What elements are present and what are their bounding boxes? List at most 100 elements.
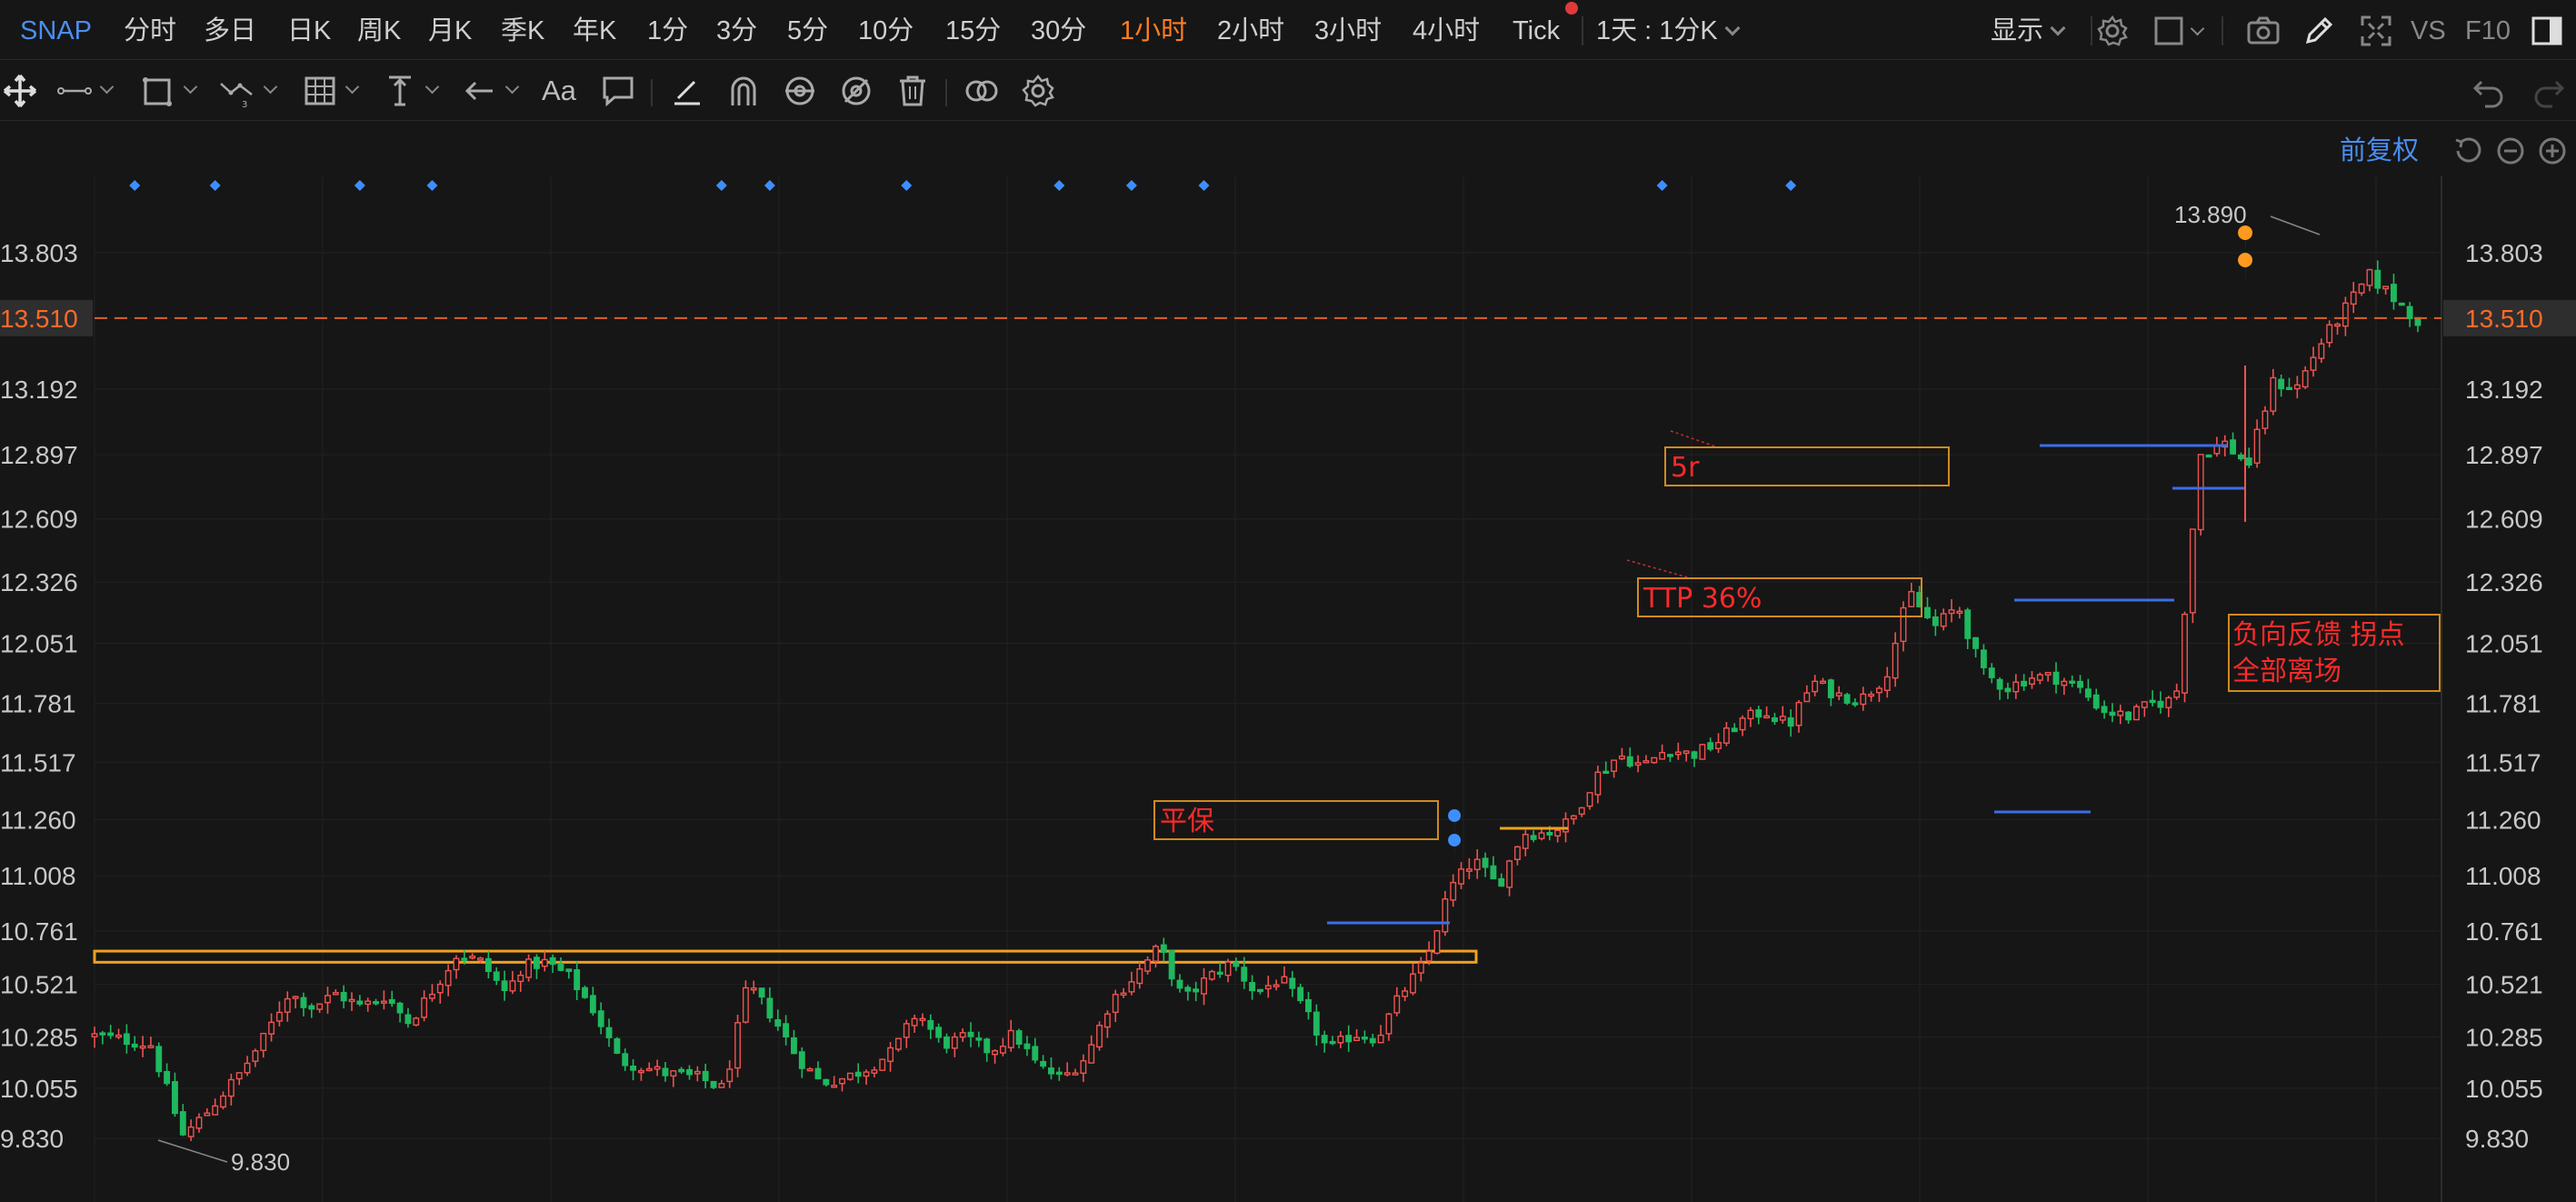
chevron-down-icon[interactable]: [99, 79, 115, 95]
zoom-out-icon[interactable]: [2494, 135, 2527, 167]
camera-icon[interactable]: [2245, 13, 2281, 49]
candle-body: [1136, 967, 1143, 985]
tab-timeframe-3min[interactable]: 3分: [716, 16, 758, 45]
y-tick-label-right: 10.285: [2465, 1023, 2543, 1051]
candle-body: [694, 1070, 701, 1075]
candle-body: [1482, 857, 1489, 868]
candle-body: [1048, 1067, 1054, 1075]
tab-timeframe-5min[interactable]: 5分: [787, 16, 829, 45]
price-adjust-toggle[interactable]: 前复权: [2340, 136, 2420, 165]
gear-icon[interactable]: [1020, 73, 1056, 109]
tab-timeframe-day[interactable]: 日K: [287, 16, 332, 45]
signal-pin-icon: [1448, 834, 1462, 865]
arrow-left-icon[interactable]: [462, 73, 498, 109]
candle-body: [2052, 671, 2060, 686]
candle-body: [2012, 681, 2020, 693]
tab-timeframe-quarter[interactable]: 季K: [501, 16, 545, 45]
candle-body: [1772, 716, 1778, 723]
candle-body: [1787, 716, 1794, 727]
display-dropdown[interactable]: 显示: [1991, 11, 2066, 51]
y-tick-label-right: 12.897: [2465, 441, 2543, 469]
chevron-down-icon[interactable]: [424, 79, 440, 95]
tab-timeframe-2hour[interactable]: 2小时: [1217, 16, 1285, 45]
candle-body: [275, 1011, 283, 1022]
candle-body: [2391, 284, 2397, 303]
vs-compare-button[interactable]: VS: [2411, 16, 2446, 45]
svg-text:3: 3: [242, 100, 247, 109]
redo-icon[interactable]: [2531, 73, 2567, 109]
rectangle-tool-icon[interactable]: [140, 73, 176, 109]
chevron-down-icon[interactable]: [183, 79, 198, 95]
vertical-align-icon[interactable]: [382, 73, 418, 109]
range-select-dropdown[interactable]: 1天 : 1分K: [1596, 11, 1741, 51]
chevron-down-icon[interactable]: [2190, 21, 2205, 36]
trend-line-icon[interactable]: 3: [218, 73, 255, 110]
candle-body: [839, 1077, 845, 1085]
tab-timeframe-1hour[interactable]: 1小时: [1120, 16, 1188, 45]
candle-body: [1626, 756, 1633, 767]
tab-timeframe-3hour[interactable]: 3小时: [1314, 16, 1383, 45]
zoom-in-icon[interactable]: [2536, 135, 2569, 167]
candle-body: [783, 1023, 790, 1038]
candle-body: [2326, 324, 2333, 344]
candle-body: [742, 987, 749, 1023]
candle-body: [1674, 751, 1682, 756]
trash-icon[interactable]: [894, 73, 931, 109]
candle-body: [766, 997, 774, 1019]
chart-canvas[interactable]: 13.803 13.510 13.192 12.897 12.609 12.326 12.0…: [0, 122, 2576, 1202]
link-icon[interactable]: [964, 73, 1000, 109]
candle-body: [549, 957, 556, 966]
fullscreen-icon[interactable]: [2358, 13, 2394, 49]
f10-button[interactable]: F10: [2465, 16, 2511, 45]
grid-icon[interactable]: [302, 73, 338, 109]
tab-timeframe-intraday[interactable]: 分时: [124, 16, 177, 45]
candle-body: [630, 1065, 637, 1071]
candle-body: [1642, 760, 1650, 764]
y-tick-label-left: 12.897: [0, 441, 78, 469]
candle-body: [1996, 678, 2003, 690]
tab-timeframe-year[interactable]: 年K: [573, 16, 617, 45]
candle-body: [1305, 998, 1312, 1013]
tab-timeframe-multiday[interactable]: 多日: [204, 16, 257, 45]
symbol-label[interactable]: SNAP: [20, 16, 92, 45]
chevron-down-icon[interactable]: [504, 79, 520, 95]
undo-icon[interactable]: [2471, 73, 2507, 109]
text-tool-icon[interactable]: Aa: [542, 75, 576, 106]
chevron-down-icon[interactable]: [263, 79, 278, 95]
reset-icon[interactable]: [2452, 135, 2485, 167]
candle-body: [1168, 950, 1175, 980]
tab-timeframe-30min[interactable]: 30分: [1031, 16, 1087, 45]
magnet-icon[interactable]: [725, 73, 762, 109]
candle-body: [1578, 806, 1585, 816]
candle-body: [1176, 979, 1183, 989]
tab-timeframe-15min[interactable]: 15分: [945, 16, 1002, 45]
ruler-icon[interactable]: [56, 73, 93, 109]
pen-icon[interactable]: [669, 73, 705, 109]
tab-timeframe-week[interactable]: 周K: [357, 16, 402, 45]
candle-body: [798, 1051, 805, 1069]
sidebar-panel-icon[interactable]: [2529, 13, 2565, 49]
tab-timeframe-tick[interactable]: Tick: [1513, 16, 1561, 45]
candle-body: [1892, 642, 1899, 679]
candlestick-chart[interactable]: 13.803 13.510 13.192 12.897 12.609 12.326 12.0…: [0, 122, 2576, 1202]
layout-square-icon[interactable]: [2151, 13, 2187, 49]
tab-timeframe-month[interactable]: 月K: [428, 16, 473, 45]
move-icon[interactable]: [2, 73, 38, 109]
candle-body: [2149, 699, 2156, 704]
settings-gear-icon[interactable]: [2094, 13, 2131, 49]
candle-body: [2069, 680, 2076, 684]
y-tick-label-left: 13.192: [0, 376, 78, 404]
candle-body: [1691, 751, 1698, 759]
candle-body: [1843, 694, 1851, 704]
tab-timeframe-1min[interactable]: 1分: [647, 16, 689, 45]
hide-icon[interactable]: [838, 73, 874, 109]
candle-body: [2029, 677, 2035, 686]
tab-timeframe-10min[interactable]: 10分: [858, 16, 914, 45]
pen-edit-icon[interactable]: [2301, 13, 2337, 49]
candle-body: [115, 1034, 122, 1038]
tab-timeframe-4hour[interactable]: 4小时: [1413, 16, 1481, 45]
chevron-down-icon[interactable]: [344, 79, 360, 95]
candle-body: [1063, 1072, 1071, 1076]
eye-settings-icon[interactable]: [782, 73, 818, 109]
comment-icon[interactable]: [600, 73, 636, 109]
